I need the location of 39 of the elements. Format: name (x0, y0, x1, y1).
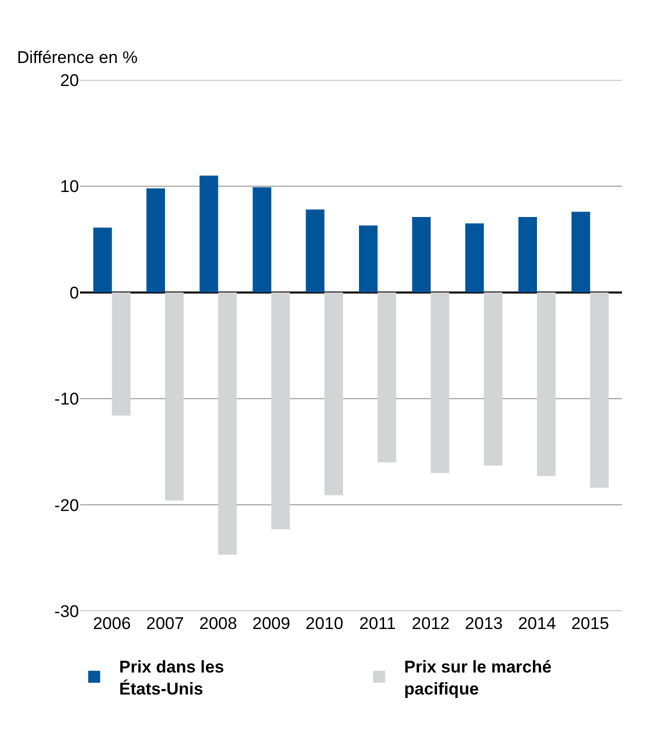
bar (572, 212, 590, 292)
bar (484, 292, 502, 466)
bar (590, 292, 609, 488)
x-tick-label: 2015 (571, 614, 610, 633)
x-tick-label: 2008 (199, 614, 238, 633)
bar (412, 217, 431, 292)
bar (218, 292, 237, 555)
legend-label: Prix dans les États-Unis (119, 657, 224, 698)
bar (430, 292, 450, 473)
legend-label: Prix sur le marché pacifique (404, 657, 552, 698)
x-tick-label: 2009 (252, 614, 290, 633)
x-tick-label: 2014 (518, 614, 556, 633)
x-tick-label: 2011 (359, 614, 396, 633)
x-tick-label: 2007 (146, 614, 184, 633)
bar (112, 292, 130, 416)
y-tick-label: -20 (54, 496, 79, 515)
bar (378, 292, 396, 462)
x-tick-label: 2006 (92, 614, 131, 633)
y-tick-label: 10 (60, 177, 79, 196)
bar (252, 187, 272, 292)
y-tick-label: 0 (70, 283, 79, 302)
y-tick-label: 20 (60, 70, 79, 90)
bar (358, 225, 378, 292)
x-tick-label: 2010 (306, 614, 344, 633)
bar (146, 188, 166, 292)
x-tick-label: 2013 (464, 614, 503, 633)
y-axis-title: Différence en % (17, 48, 138, 67)
y-tick-label: -30 (54, 602, 79, 621)
bar (271, 292, 290, 530)
bar (93, 228, 112, 292)
bar (306, 210, 324, 292)
bar (518, 217, 537, 292)
bar (200, 176, 218, 292)
bar (324, 292, 344, 496)
bar (465, 223, 484, 292)
bar (536, 292, 556, 476)
x-tick-label: 2012 (412, 614, 450, 633)
y-tick-label: -10 (54, 390, 79, 409)
bar (165, 292, 184, 501)
